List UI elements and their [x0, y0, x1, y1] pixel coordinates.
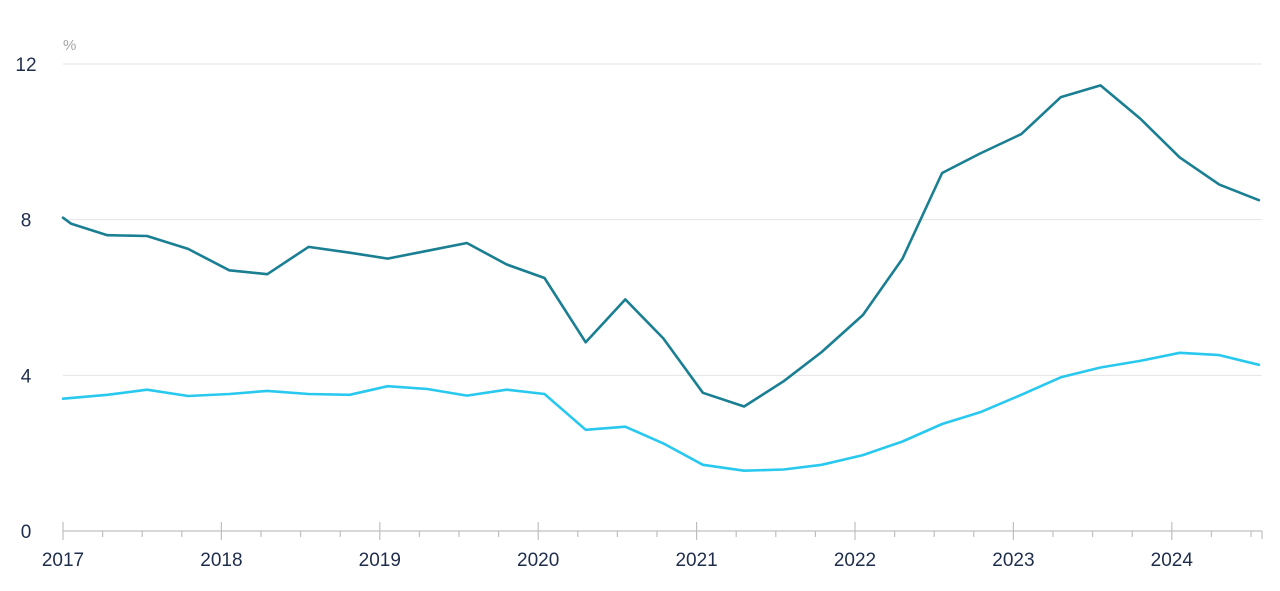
x-tick-label: 2022 [834, 550, 876, 571]
x-tick-label: 2019 [359, 550, 401, 571]
series-line-1 [61, 84, 1261, 408]
series-group [61, 84, 1261, 473]
series-line-2 [61, 351, 1261, 473]
x-tick-label: 2021 [675, 550, 717, 571]
y-tick-label: 8 [21, 211, 32, 232]
x-tick-label: 2024 [1151, 550, 1194, 571]
x-tick-label: 2023 [992, 550, 1034, 571]
y-tick-label: 4 [21, 366, 32, 387]
y-tick-label: 0 [21, 522, 32, 543]
y-unit-label: % [63, 37, 76, 54]
x-tick-label: 2020 [517, 550, 559, 571]
x-tick-label: 2018 [200, 550, 242, 571]
x-tick-label: 2017 [42, 550, 84, 571]
gridlines [63, 63, 1262, 376]
y-tick-label: 12 [15, 55, 36, 76]
axes: 0 4 8 12 2017 2018 2019 2020 2021 2022 2023 2024 [15, 55, 1263, 571]
